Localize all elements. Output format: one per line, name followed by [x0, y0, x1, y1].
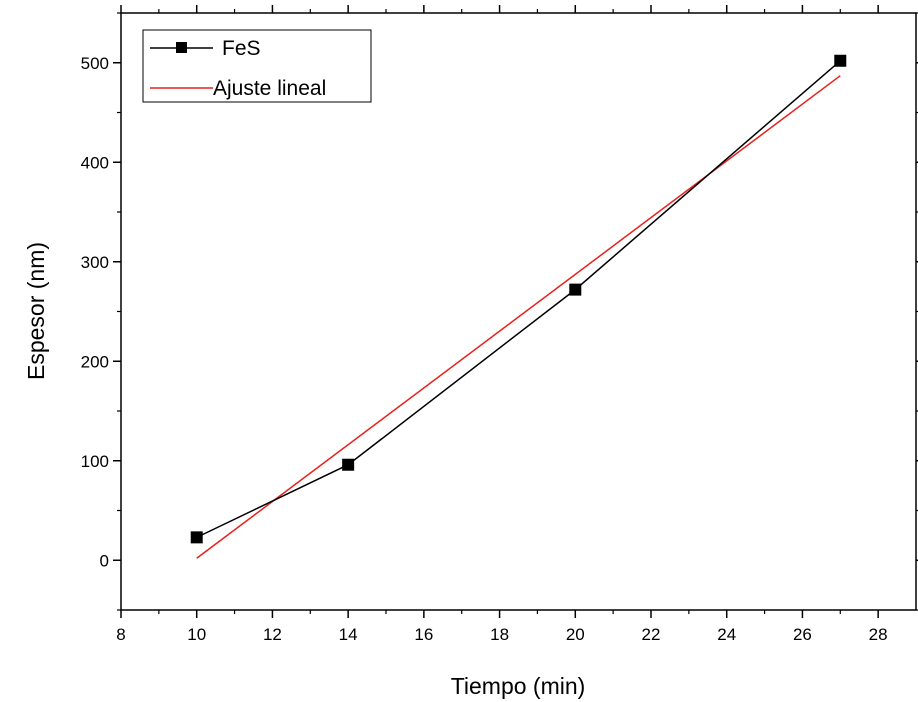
y-tick-label: 100 — [81, 452, 109, 471]
x-tick-label: 14 — [339, 625, 358, 644]
y-tick-label: 300 — [81, 253, 109, 272]
fes-point — [569, 283, 582, 296]
y-tick-label: 200 — [81, 352, 109, 371]
y-tick-label: 500 — [81, 54, 109, 73]
x-axis-title: Tiempo (min) — [451, 673, 586, 699]
x-tick-label: 28 — [869, 625, 888, 644]
axis-ticks: 8 10 12 14 16 18 20 22 24 26 28 0 100 200 300 400 500 — [81, 5, 918, 644]
y-tick-label: 0 — [100, 551, 109, 570]
legend-fes-label: FeS — [222, 37, 261, 60]
fit-line — [196, 75, 841, 559]
y-tick-label: 400 — [81, 153, 109, 172]
x-tick-label: 8 — [116, 625, 125, 644]
x-tick-label: 10 — [187, 625, 206, 644]
x-tick-label: 18 — [490, 625, 509, 644]
x-tick-label: 12 — [263, 625, 282, 644]
fes-point — [190, 531, 203, 544]
x-tick-label: 22 — [642, 625, 661, 644]
series-layer — [190, 54, 847, 544]
x-tick-label: 20 — [566, 625, 585, 644]
fes-line — [196, 60, 841, 539]
plot-frame — [120, 12, 917, 611]
legend-fit-label: Ajuste lineal — [213, 77, 326, 100]
fes-point — [834, 54, 847, 67]
y-axis-title: Espesor (nm) — [23, 242, 49, 380]
fes-point — [342, 458, 355, 471]
fit-line-layer — [196, 75, 841, 559]
x-tick-label: 26 — [793, 625, 812, 644]
legend: FeS Ajuste lineal — [142, 29, 372, 103]
x-tick-label: 24 — [717, 625, 736, 644]
x-tick-label: 16 — [414, 625, 433, 644]
legend-fes-marker — [176, 42, 187, 53]
